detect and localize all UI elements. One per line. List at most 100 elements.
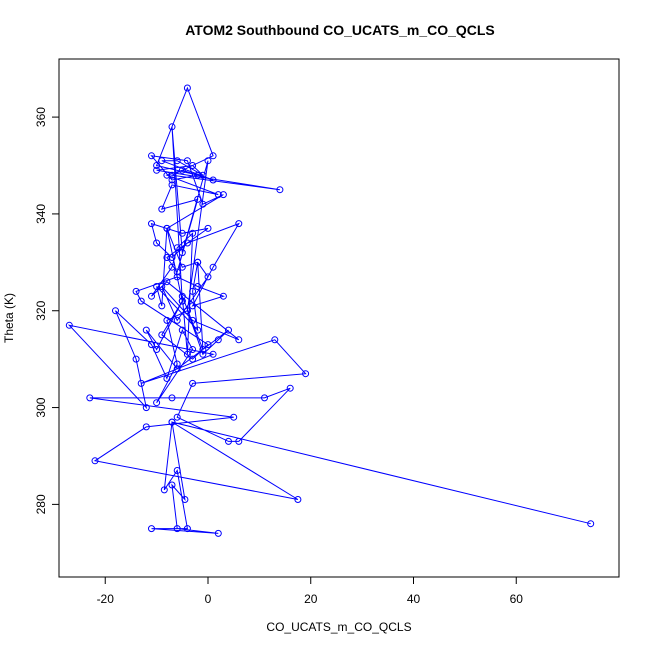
data-point [112, 307, 119, 315]
data-point [183, 350, 191, 358]
data-point [209, 350, 217, 358]
series-lines [67, 86, 591, 534]
data-point [178, 229, 186, 237]
data-point [209, 263, 217, 271]
data-point [235, 220, 243, 228]
data-point [168, 254, 176, 261]
x-axis: -20 0 20 40 60 [97, 576, 523, 606]
data-point [194, 283, 202, 290]
data-point [199, 346, 207, 353]
data-point [158, 331, 166, 339]
x-tick-label: -20 [97, 592, 115, 606]
data-point [153, 346, 161, 353]
data-point [189, 229, 197, 237]
data-point [214, 529, 222, 537]
x-axis-label: CO_UCATS_m_CO_QCLS [266, 620, 411, 634]
data-point [199, 350, 207, 358]
data-point [178, 166, 186, 174]
data-point [204, 224, 212, 232]
data-point [194, 195, 202, 203]
data-point [209, 176, 217, 184]
data-point [194, 171, 202, 179]
data-point [587, 520, 595, 528]
data-point [160, 486, 168, 494]
y-tick-label: 320 [34, 300, 48, 320]
data-point [183, 84, 191, 92]
data-point [219, 191, 227, 199]
x-tick-label: 40 [407, 592, 421, 606]
data-point [219, 292, 227, 300]
series-points [65, 84, 595, 537]
data-point [199, 171, 207, 179]
data-point [189, 316, 197, 324]
data-point [168, 181, 176, 189]
data-point [153, 162, 161, 169]
data-point [168, 171, 176, 179]
data-point [302, 370, 310, 378]
data-point [189, 162, 197, 169]
data-point [142, 423, 150, 431]
data-point [183, 525, 191, 533]
data-point [178, 249, 186, 257]
data-point [168, 176, 176, 184]
data-point [178, 292, 186, 300]
data-point [132, 355, 140, 363]
series-line [67, 86, 591, 534]
y-tick-label: 300 [34, 397, 48, 417]
data-point [189, 355, 197, 363]
data-point [163, 316, 171, 324]
data-point [204, 341, 212, 349]
data-point [209, 152, 217, 160]
data-point [148, 292, 155, 300]
data-point [168, 481, 176, 489]
data-point [142, 404, 150, 412]
data-point [214, 191, 222, 199]
y-axis-label: Theta (K) [2, 293, 16, 343]
data-point [225, 326, 232, 334]
data-point [173, 244, 181, 252]
data-point [158, 205, 166, 213]
data-point [153, 239, 161, 247]
data-point [163, 254, 171, 261]
data-point [173, 273, 181, 281]
data-point [153, 399, 161, 407]
data-point [189, 379, 197, 387]
data-point [153, 283, 161, 290]
data-point [148, 525, 155, 533]
data-point [199, 200, 207, 208]
data-point [168, 123, 176, 131]
data-point [183, 307, 191, 315]
data-point [173, 157, 181, 165]
data-point [235, 336, 243, 344]
data-point [173, 525, 181, 533]
data-point [230, 413, 238, 421]
data-point [163, 224, 171, 232]
data-point [137, 379, 145, 387]
y-tick-label: 340 [34, 204, 48, 224]
y-tick-label: 280 [34, 494, 48, 514]
data-point [183, 239, 191, 247]
data-point [214, 336, 222, 344]
data-point [178, 297, 186, 305]
data-point [173, 360, 181, 368]
y-axis: 280 300 320 340 360 [34, 107, 60, 514]
data-point [163, 278, 171, 286]
y-tick-label: 360 [34, 107, 48, 127]
data-point [163, 375, 171, 382]
data-point [276, 186, 284, 194]
data-point [194, 326, 202, 334]
data-point [183, 157, 191, 165]
data-point [168, 418, 176, 426]
x-tick-label: 0 [205, 592, 212, 606]
data-point [158, 157, 166, 165]
data-point [65, 321, 73, 329]
data-point [168, 394, 176, 402]
data-point [189, 287, 197, 295]
data-point [189, 302, 197, 310]
data-point [189, 346, 197, 353]
data-point [163, 171, 171, 179]
data-point [271, 336, 279, 344]
data-point [158, 283, 166, 290]
